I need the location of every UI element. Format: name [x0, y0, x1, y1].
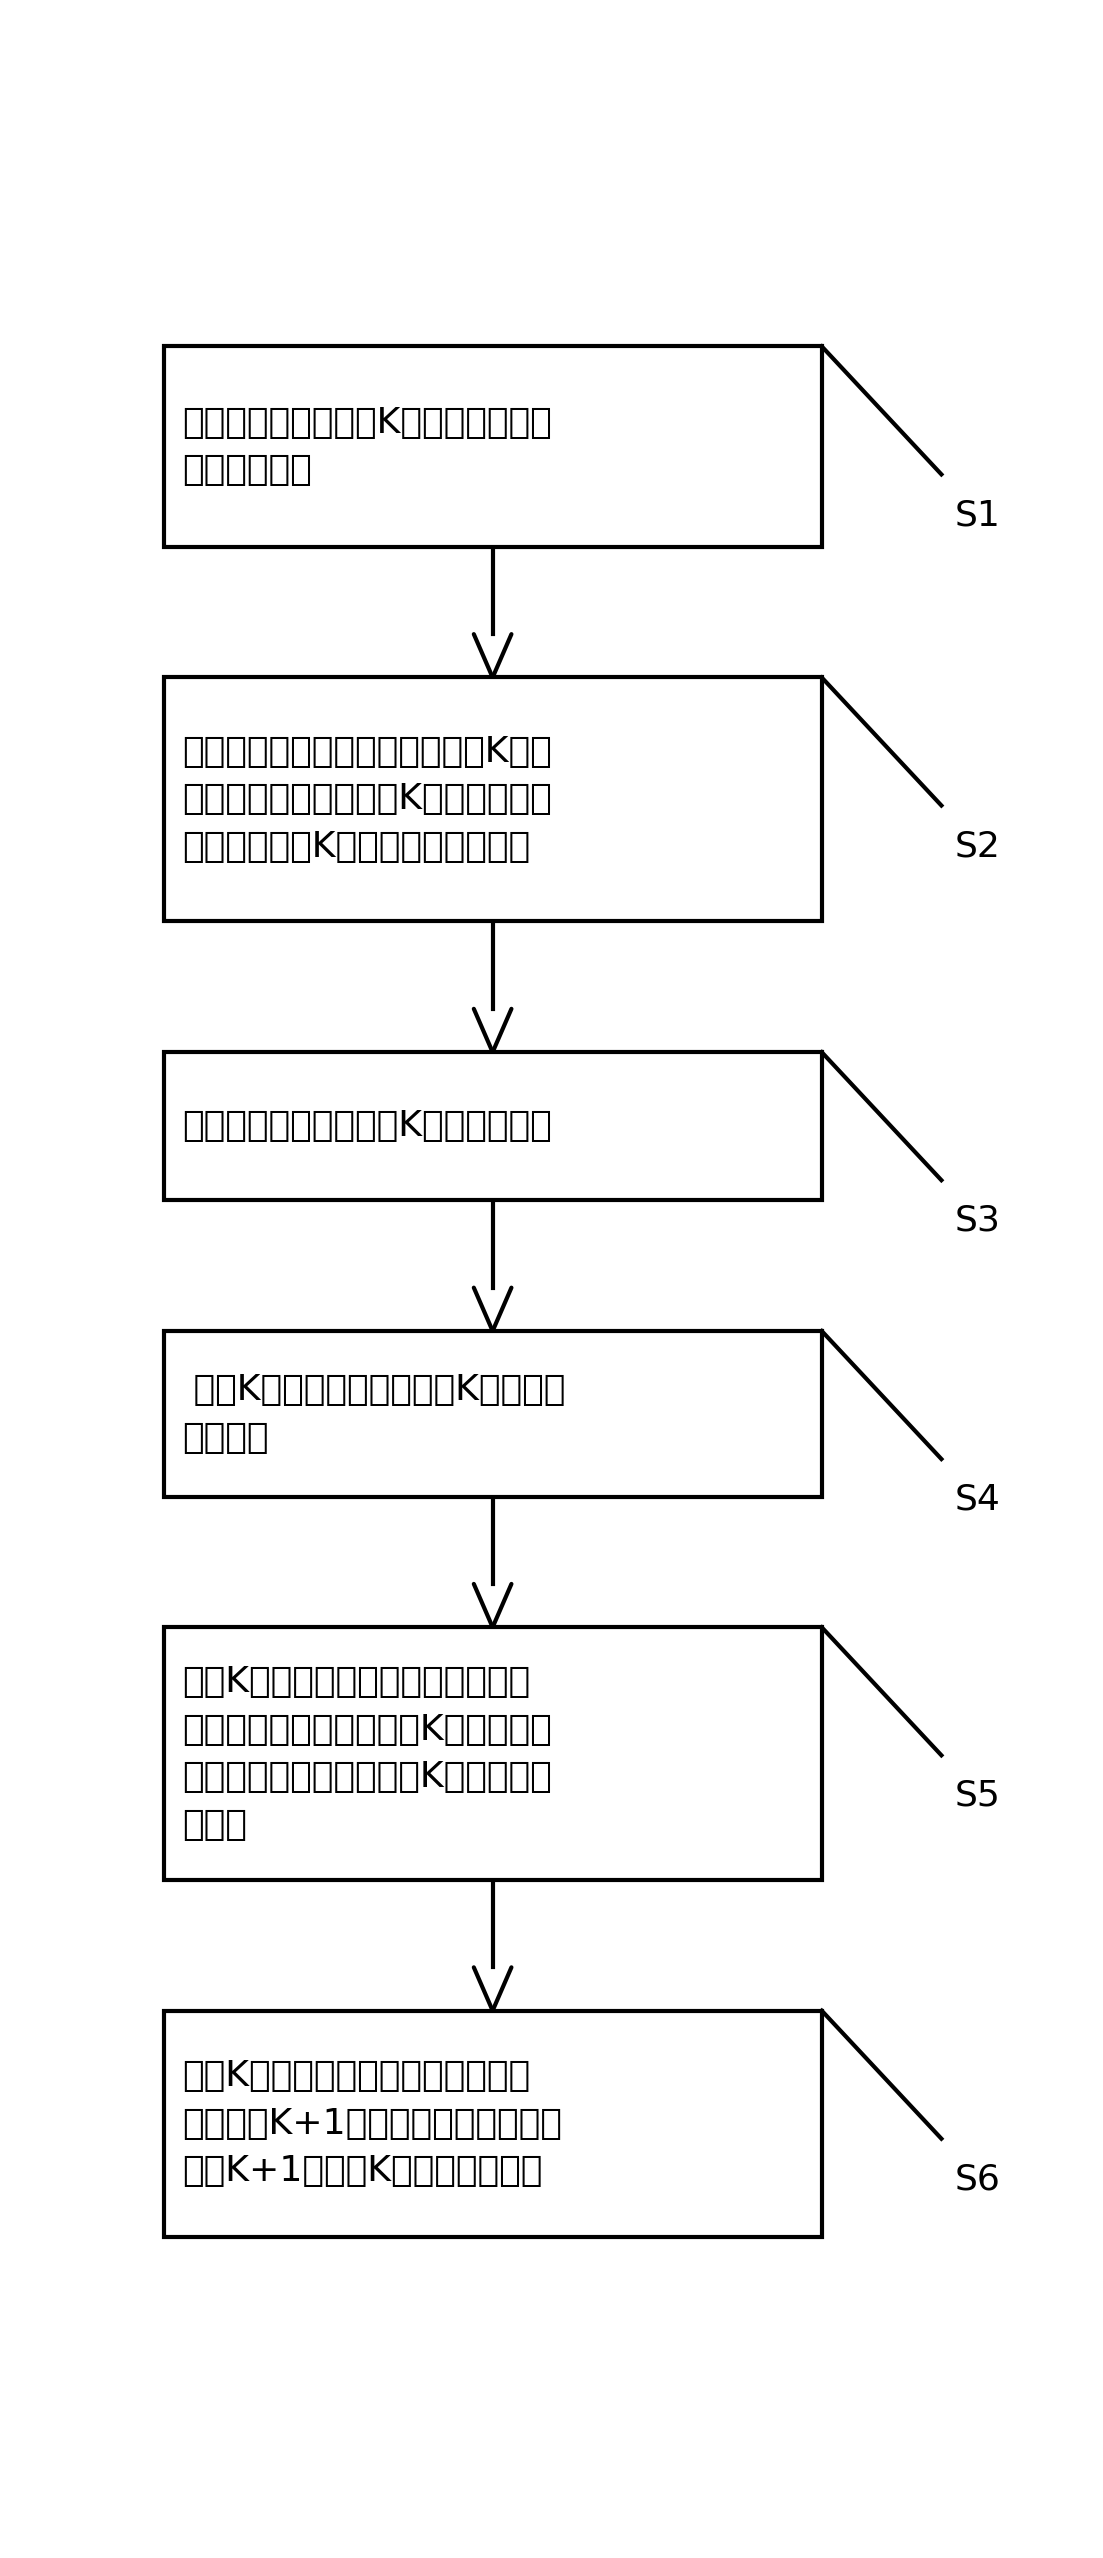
Bar [163, 678, 822, 921]
Bar [163, 1627, 822, 1880]
Text: 从卡尔曼滤波器处获取K时刻的协方差: 从卡尔曼滤波器处获取K时刻的协方差 [182, 1110, 553, 1143]
Bar [163, 1330, 822, 1496]
Text: S1: S1 [954, 499, 1000, 532]
Text: 从卡尔曼滤波器处获取滤波后的K时刻
的加速度测量值且通过K时刻的加速度
测量值来设定K时刻的加速度预测值: 从卡尔曼滤波器处获取滤波后的K时刻 的加速度测量值且通过K时刻的加速度 测量值来… [182, 734, 553, 865]
Text: 通过卡尔曼滤波器对K时刻的加速度测
量值进行滤波: 通过卡尔曼滤波器对K时刻的加速度测 量值进行滤波 [182, 407, 553, 489]
Text: 通过K时刻的最优预测值进行迭代计
算，得到K+1时刻的最优预测值，其
中，K+1时刻为K时刻的下一时刻: 通过K时刻的最优预测值进行迭代计 算，得到K+1时刻的最优预测值，其 中，K+1… [182, 2059, 563, 2190]
Bar [163, 2011, 822, 2238]
Bar [163, 1051, 822, 1200]
Bar [163, 345, 822, 547]
Text: 结合K时刻的加速度测量值、加速度
预测值和卡尔曼增益，对K时刻的加速
度预测值进行校正，得到K时刻的最优
预测值: 结合K时刻的加速度测量值、加速度 预测值和卡尔曼增益，对K时刻的加速 度预测值进… [182, 1665, 553, 1842]
Text: S6: S6 [954, 2162, 1000, 2197]
Text: S3: S3 [954, 1205, 1000, 1238]
Text: 通过K时刻的协方差计算出K时刻的卡
尔曼增益: 通过K时刻的协方差计算出K时刻的卡 尔曼增益 [182, 1374, 566, 1456]
Text: S4: S4 [954, 1484, 1000, 1517]
Text: S2: S2 [954, 829, 1000, 862]
Text: S5: S5 [954, 1778, 1000, 1814]
